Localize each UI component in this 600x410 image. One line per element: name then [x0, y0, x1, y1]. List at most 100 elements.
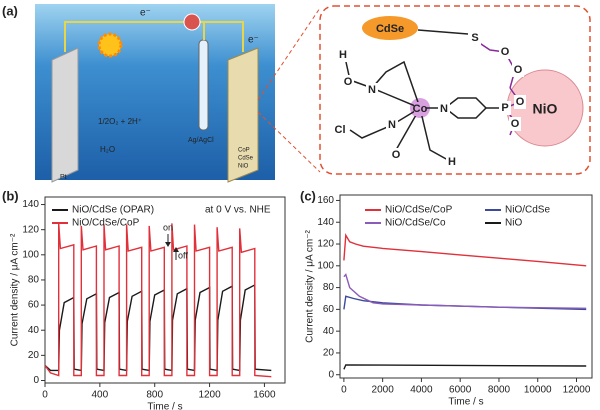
cdse-dot	[362, 16, 418, 40]
y-tick-label: 140	[317, 217, 334, 228]
atom-label: N	[388, 119, 396, 131]
y-tick-label: 60	[28, 300, 40, 311]
zoom-line	[257, 111, 321, 173]
legend-item: CdSe	[238, 156, 254, 162]
x-tick-label: 800	[146, 390, 163, 401]
atom-label: Co	[413, 103, 428, 115]
arrow-head	[165, 242, 171, 247]
x-tick-label: 1600	[253, 390, 276, 401]
atom-label: H	[448, 156, 456, 168]
x-tick-label: 6000	[449, 385, 472, 396]
water-label: H₂O	[100, 145, 115, 154]
y-tick-label: 100	[317, 260, 334, 271]
atom-label: O	[514, 64, 523, 76]
atom-bg	[390, 148, 402, 162]
x-tick-label: 2000	[372, 385, 395, 396]
y-tick-label: 80	[28, 275, 40, 286]
atom-bg	[386, 118, 398, 132]
y-tick-label: 140	[22, 199, 39, 210]
y-tick-label: 40	[28, 325, 40, 336]
reference-electrode	[198, 39, 209, 131]
data-line	[44, 283, 272, 372]
pt-label: Pt	[60, 174, 67, 181]
y-tick-label: 80	[323, 282, 335, 293]
x-axis-label: Time / s	[147, 402, 182, 410]
cdse-label: CdSe	[376, 23, 404, 35]
reaction-label: 1/2O₂ + 2H⁺	[98, 117, 142, 126]
y-tick-label: 20	[323, 348, 335, 359]
y-tick-label: 120	[317, 239, 334, 250]
atom-bg	[512, 63, 524, 77]
y-tick-label: 120	[22, 224, 39, 235]
legend-item: NiO	[238, 164, 249, 170]
y-tick-label: 160	[317, 195, 334, 206]
atom-label: P	[501, 102, 508, 114]
data-line	[343, 273, 587, 309]
y-tick-label: 100	[22, 249, 39, 260]
zoom-line	[257, 7, 321, 101]
panel-label: (c)	[300, 188, 316, 203]
atom-bg	[366, 83, 378, 97]
x-tick-label: 0	[341, 385, 347, 396]
atom-label: O	[392, 149, 401, 161]
y-tick-label: 0	[328, 369, 334, 380]
x-tick-label: 4000	[410, 385, 433, 396]
x-tick-label: 0	[42, 390, 48, 401]
x-tick-label: 400	[92, 390, 109, 401]
electron-label: e⁻	[248, 35, 259, 46]
y-tick-label: 40	[323, 326, 335, 337]
atom-label: H	[339, 49, 347, 61]
atom-bg	[337, 48, 349, 62]
atom-label: O	[501, 46, 510, 58]
plot-frame	[44, 196, 286, 384]
legend-label: NiO	[505, 218, 522, 229]
sun	[97, 32, 123, 58]
atom-bg	[469, 31, 481, 45]
y-tick-label: 0	[33, 375, 39, 386]
panel-a: (a) e⁻ e⁻ 1/2O₂ + 2H⁺ H₂O Pt Ag/AgCl CoP…	[2, 3, 591, 183]
atom-bg	[509, 117, 521, 131]
arrow-head	[173, 247, 179, 252]
atom-bg	[499, 101, 511, 115]
nio-label: NiO	[533, 101, 558, 117]
data-line	[343, 233, 587, 267]
legend-label: NiO/CdSe/CoP	[72, 218, 140, 229]
x-axis-label: Time / s	[448, 397, 483, 408]
legend-label: NiO/CdSe/Co	[385, 218, 446, 229]
atom-bg	[514, 95, 526, 109]
x-tick-label: 8000	[488, 385, 511, 396]
electron-label: e⁻	[140, 8, 151, 19]
y-axis-label: Current density / μA cm⁻²	[10, 233, 21, 346]
atom-label: N	[368, 84, 376, 96]
x-tick-label: 1200	[198, 390, 221, 401]
reference-label: Ag/AgCl	[188, 137, 214, 144]
y-tick-label: 60	[323, 304, 335, 315]
atom-bg	[414, 102, 426, 116]
nio-electrode	[227, 47, 259, 183]
y-tick-label: 20	[28, 350, 40, 361]
y-axis-label: Current density / μA cm⁻²	[305, 229, 316, 342]
atom-bg	[334, 123, 346, 137]
atom-label: O	[516, 96, 525, 108]
atom-label: Cl	[335, 124, 346, 136]
data-line	[343, 364, 587, 370]
atom-bg	[438, 102, 450, 116]
annotation: on	[163, 222, 173, 232]
atom-label: S	[471, 32, 478, 44]
x-tick-label: 10000	[524, 385, 552, 396]
atom-bg	[342, 75, 354, 89]
atom-label: O	[344, 76, 353, 88]
annotation: at 0 V vs. NHE	[205, 205, 271, 216]
legend-label: NiO/CdSe	[505, 205, 550, 216]
wire	[64, 21, 244, 52]
legend-label: NiO/CdSe (OPAR)	[72, 205, 154, 216]
plot-frame	[339, 194, 593, 379]
meter	[183, 13, 201, 31]
legend-label: NiO/CdSe/CoP	[385, 205, 453, 216]
annotation: off	[178, 250, 188, 260]
atom-bg	[499, 45, 511, 59]
atom-label: O	[511, 118, 520, 130]
legend-item: CoP	[238, 148, 250, 154]
panel-label: (b)	[2, 188, 19, 203]
data-line	[44, 223, 272, 378]
